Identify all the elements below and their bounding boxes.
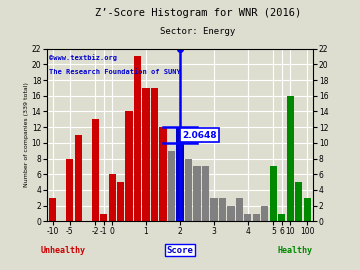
Text: Unhealthy: Unhealthy: [40, 245, 85, 255]
Bar: [143, 88, 150, 221]
Bar: [134, 56, 141, 221]
Bar: [193, 166, 201, 221]
Bar: [117, 182, 124, 221]
Bar: [108, 174, 116, 221]
Text: Sector: Energy: Sector: Energy: [160, 27, 236, 36]
Text: Score: Score: [167, 245, 193, 255]
Bar: [227, 206, 234, 221]
Text: ©www.textbiz.org: ©www.textbiz.org: [49, 54, 117, 61]
Bar: [75, 135, 82, 221]
Text: 2.0648: 2.0648: [183, 130, 217, 140]
Bar: [168, 151, 175, 221]
Bar: [176, 127, 184, 221]
Bar: [270, 166, 277, 221]
Bar: [100, 214, 107, 221]
Bar: [185, 158, 192, 221]
Bar: [287, 96, 294, 221]
Bar: [210, 198, 217, 221]
Y-axis label: Number of companies (339 total): Number of companies (339 total): [24, 83, 29, 187]
Bar: [261, 206, 269, 221]
Text: The Research Foundation of SUNY: The Research Foundation of SUNY: [49, 69, 181, 75]
Bar: [49, 198, 57, 221]
Bar: [253, 214, 260, 221]
Bar: [66, 158, 73, 221]
Bar: [278, 214, 285, 221]
Bar: [236, 198, 243, 221]
Text: Z’-Score Histogram for WNR (2016): Z’-Score Histogram for WNR (2016): [95, 8, 301, 18]
Bar: [159, 127, 167, 221]
Bar: [202, 166, 209, 221]
Bar: [91, 119, 99, 221]
Bar: [244, 214, 252, 221]
Bar: [151, 88, 158, 221]
Bar: [126, 112, 133, 221]
Text: Healthy: Healthy: [277, 245, 312, 255]
Bar: [295, 182, 302, 221]
Bar: [219, 198, 226, 221]
Bar: [303, 198, 311, 221]
